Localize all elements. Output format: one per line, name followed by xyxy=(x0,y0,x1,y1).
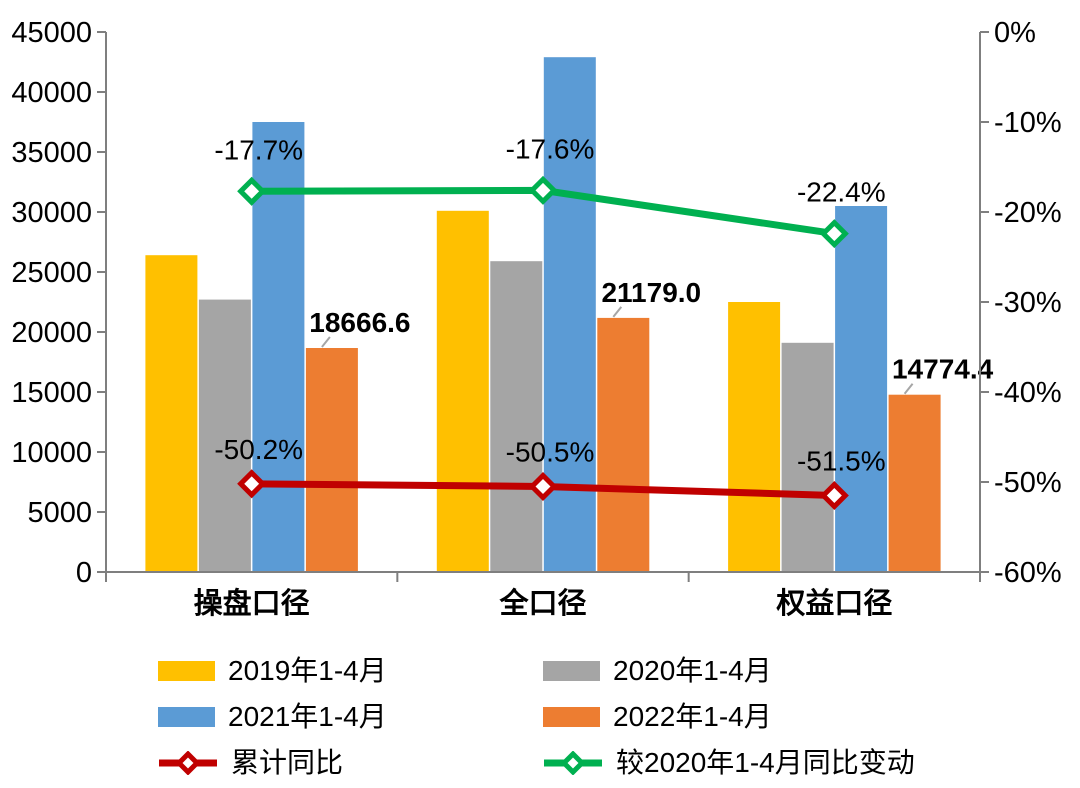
left-axis-tick-label: 30000 xyxy=(11,197,92,229)
left-axis-tick-label: 40000 xyxy=(11,77,92,109)
legend-label-2022: 2022年1-4月 xyxy=(613,701,772,732)
left-axis-tick-label: 0 xyxy=(76,557,92,589)
legend-line-marker-green-icon xyxy=(543,750,603,776)
bar-data-label: 14774.4 xyxy=(892,354,994,385)
legend-swatch-2019-icon xyxy=(158,661,215,681)
line-point-marker xyxy=(237,469,267,499)
legend-label-cumulative-yoy: 累计同比 xyxy=(231,747,344,778)
left-axis-tick-label: 35000 xyxy=(11,137,92,169)
legend-swatch-2022-icon xyxy=(543,707,600,727)
legend-item-2020: 2020年1-4月 xyxy=(543,648,915,694)
bar xyxy=(198,299,251,572)
legend-label-2019: 2019年1-4月 xyxy=(228,655,387,686)
right-axis-tick-label: 0% xyxy=(994,17,1036,49)
legend-label-2020: 2020年1-4月 xyxy=(613,655,772,686)
combo-chart-canvas: 18666.6 21179.0 14774.4 0 5000 10000 15000 2000… xyxy=(11,17,1062,620)
line-point-marker xyxy=(819,219,849,249)
legend-line-marker-red-icon xyxy=(158,750,218,776)
data-label-leader-line xyxy=(612,306,623,318)
legend-item-vs-2020-change: 较2020年1-4月同比变动 xyxy=(543,740,915,786)
bar xyxy=(888,394,941,572)
left-axis-tick-label: 45000 xyxy=(11,17,92,49)
line-data-label: -17.7% xyxy=(214,134,303,165)
line-point-marker xyxy=(819,480,849,511)
legend-label-vs-2020-change: 较2020年1-4月同比变动 xyxy=(616,747,915,778)
category-label: 操盘口径 xyxy=(194,586,310,620)
bar xyxy=(490,261,543,572)
data-label-leader-line xyxy=(321,336,331,348)
category-label: 全口径 xyxy=(498,586,586,620)
right-axis-tick-label: -50% xyxy=(994,467,1062,499)
left-axis-tick-label: 10000 xyxy=(11,437,92,469)
right-axis-tick-label: -20% xyxy=(994,197,1062,229)
bar xyxy=(305,348,358,572)
bar xyxy=(728,302,781,572)
left-axis-tick-label: 15000 xyxy=(11,377,92,409)
right-axis-tick-label: -10% xyxy=(994,107,1062,139)
bar xyxy=(145,255,198,572)
bar xyxy=(436,210,489,573)
legend-column-left: 2019年1-4月 2021年1-4月 累计同比 xyxy=(158,648,543,786)
left-axis-tick-label: 20000 xyxy=(11,317,92,349)
legend-swatch-2020-icon xyxy=(543,661,600,681)
data-label-leader-line xyxy=(903,383,914,395)
line-data-label: -51.5% xyxy=(797,446,886,477)
bar xyxy=(252,122,305,572)
bar xyxy=(597,317,650,572)
line-point-marker xyxy=(237,176,267,206)
legend-label-2021: 2021年1-4月 xyxy=(228,701,387,732)
line-data-label: -17.6% xyxy=(506,133,595,164)
legend: 2019年1-4月 2021年1-4月 累计同比 2020年1-4月 2022年… xyxy=(0,648,1080,786)
legend-item-2021: 2021年1-4月 xyxy=(158,694,543,740)
line-data-label: -22.4% xyxy=(797,177,886,208)
right-axis-tick-label: -60% xyxy=(994,557,1062,589)
line-point-marker xyxy=(528,471,558,502)
category-label: 权益口径 xyxy=(775,587,892,620)
legend-item-2022: 2022年1-4月 xyxy=(543,694,915,740)
left-axis-tick-label: 25000 xyxy=(11,257,92,289)
legend-item-2019: 2019年1-4月 xyxy=(158,648,543,694)
line-data-label: -50.2% xyxy=(214,434,303,465)
right-axis-tick-label: -30% xyxy=(994,287,1062,319)
legend-item-cumulative-yoy: 累计同比 xyxy=(158,740,543,786)
legend-column-right: 2020年1-4月 2022年1-4月 较2020年1-4月同比变动 xyxy=(543,648,915,786)
bar-data-label: 21179.0 xyxy=(601,277,701,308)
line-data-label: -50.5% xyxy=(506,437,595,468)
bar xyxy=(781,342,834,572)
left-axis-tick-label: 5000 xyxy=(27,497,92,529)
bar-data-label: 18666.6 xyxy=(309,307,410,338)
line-point-marker xyxy=(528,175,558,205)
legend-swatch-2021-icon xyxy=(158,707,215,727)
right-axis-tick-label: -40% xyxy=(994,377,1062,409)
bar xyxy=(835,206,888,572)
